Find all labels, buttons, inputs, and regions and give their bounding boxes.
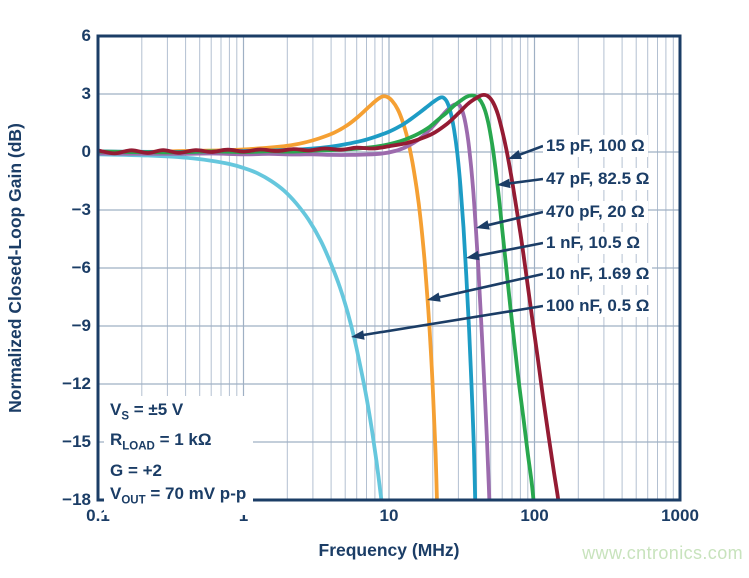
condition-text: = 1 kΩ [154,430,212,450]
condition-text: = 70 mV p-p [145,483,247,503]
y-tick-label: −12 [62,374,91,393]
x-tick-label: 100 [520,506,549,525]
y-tick-label: 3 [81,84,91,103]
condition-text: = ±5 V [129,400,184,419]
condition-subscript: S [121,410,130,423]
x-tick-label: 1000 [661,506,699,525]
y-tick-label: −18 [62,490,91,509]
watermark: www.cntronics.com [582,543,743,563]
annotation-arrow-line [361,304,544,337]
annotation-arrow-line [507,177,544,185]
condition-text: V [110,483,122,503]
condition-line: G = +2 [110,459,246,482]
condition-text: R [110,430,123,450]
condition-subscript: LOAD [122,440,155,453]
curve-label: 470 pF, 20 Ω [543,201,648,223]
annotation-arrowhead-icon [351,330,365,340]
curve-label: 10 nF, 1.69 Ω [543,263,653,285]
annotation-arrow-line [486,210,544,227]
x-tick-label: 0.1 [86,506,110,525]
curve-label: 1 nF, 10.5 Ω [543,232,643,254]
annotation-arrowhead-icon [508,150,522,159]
condition-subscript: OUT [121,494,146,507]
plot-frame [96,34,682,502]
curves-group [98,92,561,500]
annotation-arrowhead-icon [427,292,441,302]
annotation-arrowhead-icon [497,178,511,189]
x-tick-label: 10 [379,506,399,525]
test-conditions-block: VS = ±5 V RLOAD = 1 kΩ G = +2 VOUT = 70 mV … [104,396,254,516]
annotation-arrow-line [476,241,544,258]
y-tick-label: −3 [71,200,91,219]
curve-100-nf-0.5- [98,152,384,500]
y-tick-label: 0 [81,142,91,161]
x-axis-title: Frequency (MHz) [318,540,460,560]
condition-line: RLOAD = 1 kΩ [110,428,246,458]
y-tick-label: −9 [71,316,91,335]
annotation-arrowhead-icon [476,220,490,230]
condition-line: VOUT = 70 mV p-p [110,482,246,512]
x-tick-label: 1 [238,506,249,525]
curve-label: 47 pF, 82.5 Ω [543,168,653,190]
y-tick-label: −6 [71,258,91,277]
y-tick-label: 6 [81,26,91,45]
curve-15-pf-100- [98,92,561,500]
condition-text: V [110,400,122,419]
curve-label: 15 pF, 100 Ω [543,135,648,157]
annotation-arrow-line [517,144,544,157]
y-tick-label: −15 [62,432,91,451]
curve-label: 100 nF, 0.5 Ω [543,295,653,317]
annotation-arrow-line [437,272,544,299]
condition-text: G = +2 [110,460,162,480]
y-axis-title: Normalized Closed-Loop Gain (dB) [5,123,25,413]
condition-line: VS = ±5 V [110,398,246,428]
annotation-arrowhead-icon [466,250,480,261]
